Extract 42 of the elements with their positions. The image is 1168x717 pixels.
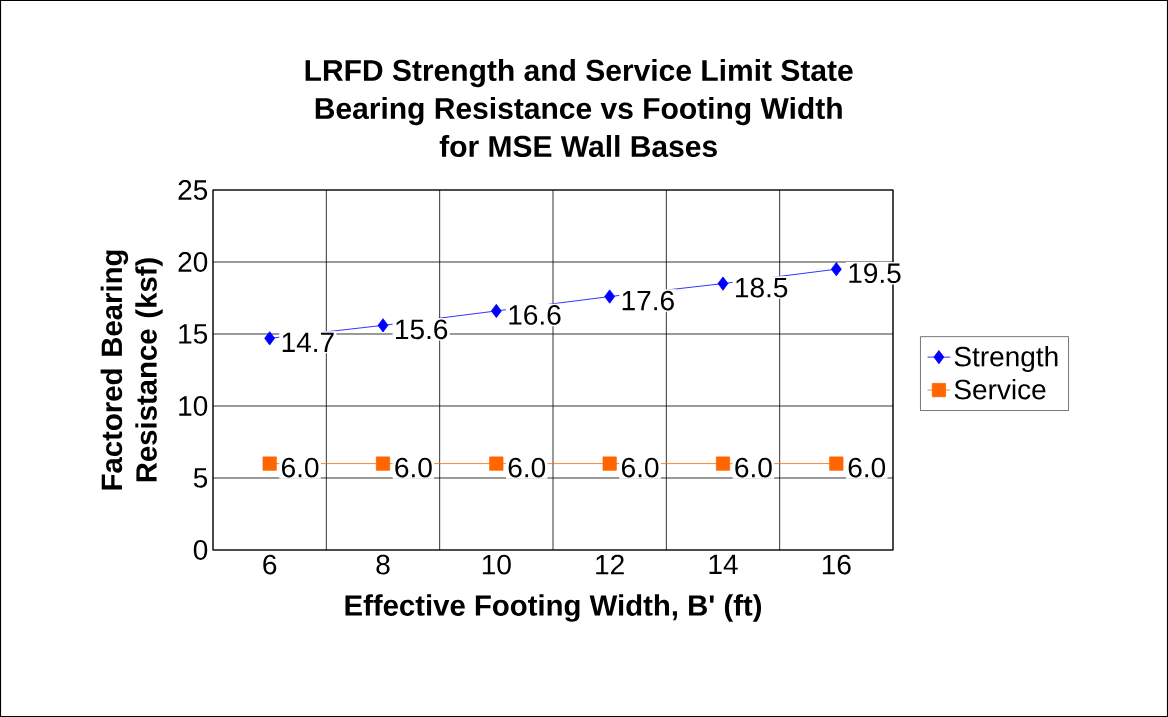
y-tick-label: 20 [178, 252, 208, 272]
data-label: 6.0 [622, 457, 659, 478]
data-label: 16.6 [509, 305, 561, 325]
point [715, 456, 731, 471]
data-label: 15.6 [396, 319, 448, 340]
point [489, 456, 504, 471]
x-axis-title: Effective Footing Width, B' (ft) [345, 594, 762, 622]
point [262, 456, 277, 471]
point [264, 331, 276, 346]
y-tick-label: 0 [193, 540, 208, 560]
data-label: 6.0 [282, 457, 319, 478]
point [717, 276, 729, 291]
chart-subtitle: Bearing Resistance vs Footing Width for MSE Wall Bases [315, 97, 842, 158]
point [602, 456, 617, 471]
x-tick-label: 6 [263, 554, 277, 575]
point [490, 303, 502, 319]
point [375, 456, 391, 471]
data-label: 18.5 [736, 277, 788, 298]
x-tick-label: 14 [709, 554, 738, 574]
y-tick-label: 10 [179, 396, 208, 416]
point [377, 318, 389, 333]
chart-title: LRFD Strength and Service Limit State [305, 59, 853, 88]
y-tick-label: 15 [179, 324, 208, 344]
legend-label: Service [954, 378, 1046, 400]
data-label: 19.5 [849, 263, 901, 284]
point [604, 289, 616, 304]
y-tick-label: 25 [178, 180, 208, 200]
x-tick-label: 8 [376, 554, 390, 575]
point [829, 456, 844, 471]
data-label: 17.6 [622, 290, 674, 311]
y-axis-title: Factored Bearing Resistance (ksf) [100, 250, 163, 490]
data-label: 6.0 [735, 457, 772, 478]
data-label: 14.7 [282, 332, 334, 352]
data-label: 6.0 [848, 457, 886, 478]
data-label: 6.0 [395, 457, 432, 478]
x-tick-label: 12 [596, 554, 624, 575]
y-tick-label: 5 [193, 468, 208, 488]
point [830, 262, 842, 277]
x-tick-label: 10 [482, 554, 511, 575]
data-label: 6.0 [508, 457, 546, 478]
x-tick-label: 16 [822, 554, 851, 575]
legend-label: Strength [954, 345, 1058, 373]
